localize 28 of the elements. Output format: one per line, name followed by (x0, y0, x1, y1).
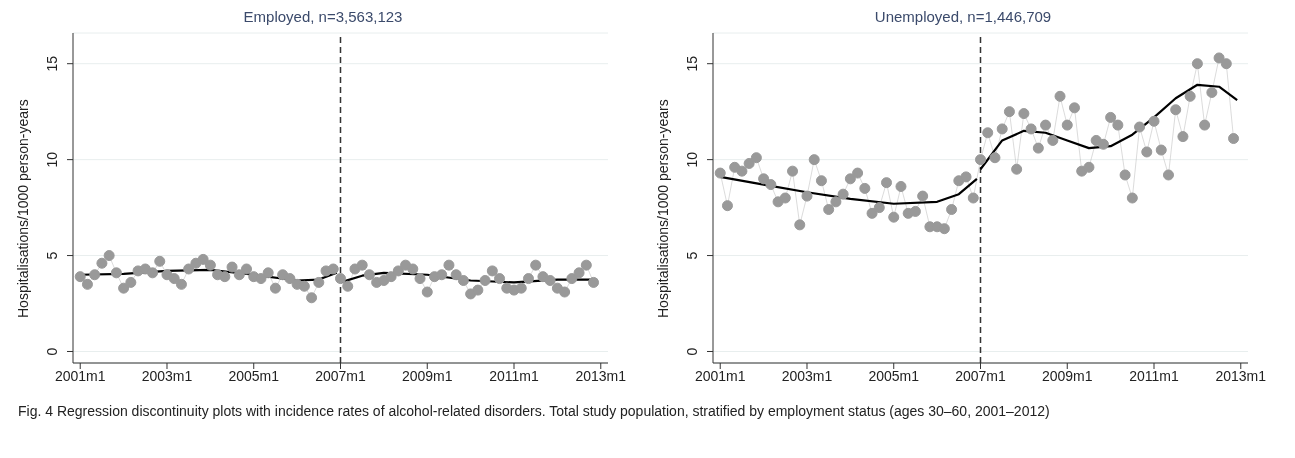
y-axis-title: Hospitalisations/1000 person-years (654, 99, 671, 318)
y-axis-title: Hospitalisations/1000 person-years (14, 99, 31, 318)
x-tick-label: 2013m1 (1215, 367, 1267, 384)
y-tick-label: 5 (44, 251, 60, 260)
x-tick-label: 2011m1 (489, 367, 539, 384)
y-tick-label: 15 (684, 55, 700, 72)
x-tick-label: 2003m1 (141, 367, 193, 384)
x-tick-label: 2005m1 (868, 367, 920, 384)
chart-title: Employed, n=3,563,123 (242, 8, 404, 27)
x-tick-label: 2007m1 (315, 367, 367, 384)
y-tick-label: 10 (684, 151, 700, 168)
x-tick-label: 2003m1 (781, 367, 833, 384)
x-tick-label: 2001m1 (694, 367, 746, 384)
y-tick-label: 0 (684, 347, 700, 356)
line-series (979, 83, 1239, 171)
x-tick-label: 2013m1 (575, 367, 627, 384)
y-tick-label: 10 (44, 151, 60, 168)
x-tick-label: 2007m1 (955, 367, 1007, 384)
y-tick-label: 15 (44, 55, 60, 72)
x-tick-label: 2005m1 (228, 367, 280, 384)
chart-title: Unemployed, n=1,446,709 (873, 8, 1053, 27)
caption: Fig. 4 Regression discontinuity plots with incidence rates of alcohol-related disorders. Total study population, stratified by employment status (ages 30–60, 2001–2012) (17, 402, 1051, 421)
x-tick-label: 2009m1 (1041, 367, 1093, 384)
y-tick-label: 5 (684, 251, 700, 260)
x-tick-label: 2011m1 (1129, 367, 1179, 384)
x-tick-label: 2009m1 (401, 367, 453, 384)
y-tick-label: 0 (44, 347, 60, 356)
x-tick-label: 2001m1 (54, 367, 106, 384)
